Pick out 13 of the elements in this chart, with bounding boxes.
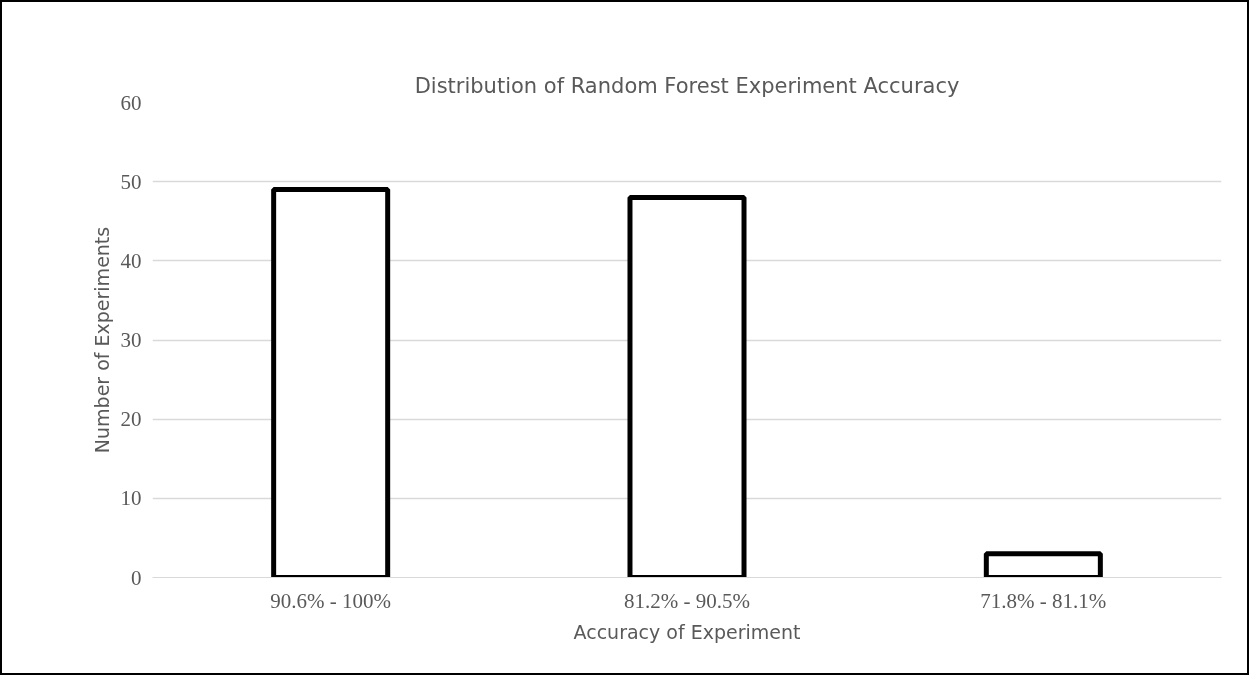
y-axis-title: Number of Experiments [90,226,113,454]
x-axis-title: Accuracy of Experiment [573,620,801,643]
x-tick-label: 90.6% - 100% [270,588,392,613]
y-tick-label: 60 [120,90,142,115]
y-tick-label: 0 [131,565,142,590]
y-tick-label: 10 [120,486,142,511]
x-tick-label: 81.2% - 90.5% [624,588,750,613]
x-tick-label: 71.8% - 81.1% [980,588,1107,613]
y-tick-label: 40 [120,248,142,273]
chart-title: Distribution of Random Forest Experiment Accuracy [414,73,960,98]
y-tick-label: 20 [120,407,142,432]
y-tick-label: 30 [120,328,142,352]
y-tick-label: 50 [120,169,142,194]
